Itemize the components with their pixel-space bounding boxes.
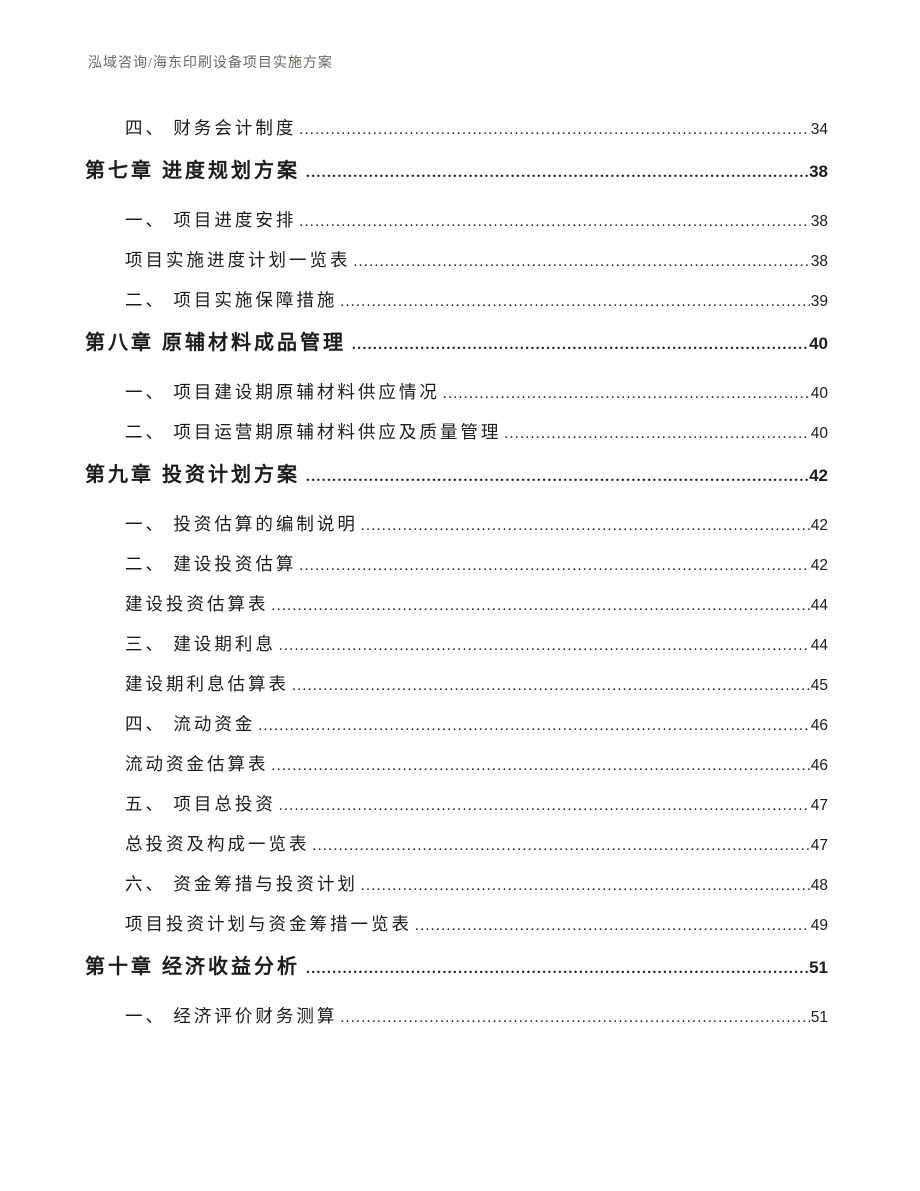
toc-entry[interactable]: 四、 流动资金 46 — [85, 712, 828, 736]
toc-entry-title: 第七章 进度规划方案 — [85, 160, 300, 182]
toc-entry[interactable]: 一、 项目建设期原辅材料供应情况 40 — [85, 380, 828, 404]
dot-leader — [306, 954, 808, 984]
toc-entry-title: 第九章 投资计划方案 — [85, 464, 300, 486]
toc-entry-title: 项目实施进度计划一览表 — [125, 250, 351, 270]
toc-entry-title: 二、 项目实施保障措施 — [125, 290, 338, 310]
toc-entry-title: 项目投资计划与资金筹措一览表 — [125, 914, 412, 934]
toc-entry-title: 总投资及构成一览表 — [125, 834, 310, 854]
dot-leader — [504, 422, 809, 446]
toc-entry-page-number: 46 — [810, 717, 828, 734]
toc-entry-page-number: 42 — [810, 557, 828, 574]
dot-leader — [340, 290, 809, 314]
toc-entry-title: 三、 建设期利息 — [125, 634, 276, 654]
toc-entry[interactable]: 第八章 原辅材料成品管理 40 — [85, 328, 828, 358]
dot-leader — [361, 514, 810, 538]
toc-entry-page-number: 46 — [810, 757, 828, 774]
dot-leader — [361, 874, 810, 898]
dot-leader — [258, 714, 809, 738]
toc-entry-title: 一、 经济评价财务测算 — [125, 1006, 338, 1026]
toc-entry-page-number: 47 — [810, 797, 828, 814]
toc-entry[interactable]: 一、 经济评价财务测算 51 — [85, 1004, 828, 1028]
toc-entry-title: 四、 财务会计制度 — [125, 118, 297, 138]
toc-entry[interactable]: 第九章 投资计划方案 42 — [85, 460, 828, 490]
toc-entry-title: 一、 项目建设期原辅材料供应情况 — [125, 382, 440, 402]
toc-entry-page-number: 34 — [810, 121, 828, 138]
dot-leader — [299, 118, 809, 142]
toc-entry-page-number: 38 — [810, 253, 828, 270]
toc-entry[interactable]: 第十章 经济收益分析 51 — [85, 952, 828, 982]
dot-leader — [306, 462, 808, 492]
toc-entry[interactable]: 建设期利息估算表 45 — [85, 672, 828, 696]
toc-entry-page-number: 44 — [810, 597, 828, 614]
toc-entry[interactable]: 项目投资计划与资金筹措一览表 49 — [85, 912, 828, 936]
toc-entry-title: 流动资金估算表 — [125, 754, 269, 774]
toc-entry[interactable]: 一、 项目进度安排 38 — [85, 208, 828, 232]
dot-leader — [299, 210, 809, 234]
toc-entry[interactable]: 四、 财务会计制度 34 — [85, 116, 828, 140]
dot-leader — [340, 1006, 809, 1030]
toc-entry-page-number: 38 — [809, 162, 828, 181]
toc-entry-page-number: 47 — [810, 837, 828, 854]
toc-entry[interactable]: 一、 投资估算的编制说明 42 — [85, 512, 828, 536]
toc-entry-title: 二、 建设投资估算 — [125, 554, 297, 574]
toc-entry-page-number: 48 — [810, 877, 828, 894]
toc-entry[interactable]: 总投资及构成一览表 47 — [85, 832, 828, 856]
dot-leader — [354, 250, 810, 274]
toc-entry[interactable]: 五、 项目总投资 47 — [85, 792, 828, 816]
dot-leader — [292, 674, 810, 698]
toc-entry[interactable]: 流动资金估算表 46 — [85, 752, 828, 776]
toc-entry-title: 六、 资金筹措与投资计划 — [125, 874, 358, 894]
toc-entry-title: 建设期利息估算表 — [125, 674, 289, 694]
dot-leader — [306, 158, 808, 188]
toc-entry-page-number: 42 — [809, 466, 828, 485]
toc-entry[interactable]: 二、 项目运营期原辅材料供应及质量管理 40 — [85, 420, 828, 444]
dot-leader — [415, 914, 810, 938]
table-of-contents: 四、 财务会计制度 34 第七章 进度规划方案 38 一、 项目进度安排 38 … — [85, 116, 828, 1044]
toc-entry-title: 一、 项目进度安排 — [125, 210, 297, 230]
dot-leader — [272, 754, 810, 778]
toc-entry-page-number: 49 — [810, 917, 828, 934]
toc-entry-page-number: 40 — [810, 425, 828, 442]
dot-leader — [279, 634, 810, 658]
toc-entry[interactable]: 建设投资估算表 44 — [85, 592, 828, 616]
document-header: 泓域咨询/海东印刷设备项目实施方案 — [88, 52, 333, 72]
toc-entry[interactable]: 三、 建设期利息 44 — [85, 632, 828, 656]
toc-entry-title: 第十章 经济收益分析 — [85, 956, 300, 978]
dot-leader — [352, 330, 808, 360]
dot-leader — [443, 382, 810, 406]
toc-entry-page-number: 38 — [810, 213, 828, 230]
toc-entry-title: 二、 项目运营期原辅材料供应及质量管理 — [125, 422, 502, 442]
toc-entry-page-number: 45 — [810, 677, 828, 694]
toc-entry-title: 建设投资估算表 — [125, 594, 269, 614]
dot-leader — [299, 554, 809, 578]
toc-entry-page-number: 44 — [810, 637, 828, 654]
toc-entry-page-number: 51 — [810, 1009, 828, 1026]
toc-entry-title: 一、 投资估算的编制说明 — [125, 514, 358, 534]
header-title: 泓域咨询/海东印刷设备项目实施方案 — [88, 56, 333, 71]
toc-entry-page-number: 51 — [809, 958, 828, 977]
toc-entry[interactable]: 第七章 进度规划方案 38 — [85, 156, 828, 186]
dot-leader — [272, 594, 810, 618]
dot-leader — [313, 834, 810, 858]
toc-entry-page-number: 42 — [810, 517, 828, 534]
dot-leader — [279, 794, 810, 818]
toc-entry[interactable]: 项目实施进度计划一览表 38 — [85, 248, 828, 272]
toc-entry-page-number: 40 — [809, 334, 828, 353]
toc-entry-title: 四、 流动资金 — [125, 714, 256, 734]
toc-entry[interactable]: 二、 项目实施保障措施 39 — [85, 288, 828, 312]
toc-entry-title: 第八章 原辅材料成品管理 — [85, 332, 346, 354]
toc-entry[interactable]: 二、 建设投资估算 42 — [85, 552, 828, 576]
toc-entry-page-number: 39 — [810, 293, 828, 310]
toc-entry[interactable]: 六、 资金筹措与投资计划 48 — [85, 872, 828, 896]
toc-entry-page-number: 40 — [810, 385, 828, 402]
toc-entry-title: 五、 项目总投资 — [125, 794, 276, 814]
